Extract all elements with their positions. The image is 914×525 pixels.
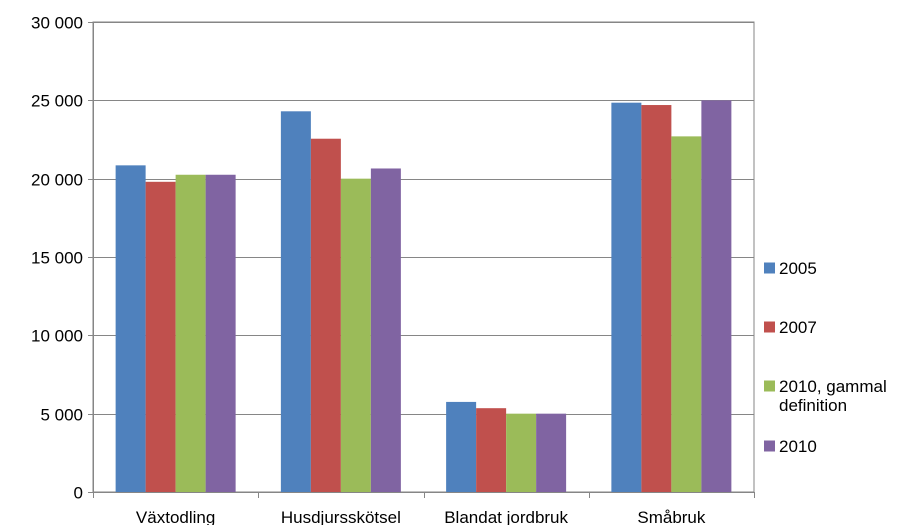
bar	[506, 413, 537, 492]
bar	[370, 168, 401, 492]
axes	[93, 22, 754, 493]
x-category-label: Husdjursskötsel	[281, 508, 401, 525]
legend-swatch	[764, 262, 775, 274]
bar	[701, 100, 732, 492]
bar	[175, 174, 206, 492]
bar	[671, 136, 702, 492]
legend-label: 2010	[779, 437, 817, 456]
y-tick-label: 30 000	[31, 14, 83, 33]
x-category-label: Växtodling	[136, 508, 215, 525]
bar	[205, 174, 236, 492]
legend-label: definition	[779, 396, 847, 415]
y-tick-label: 0	[74, 484, 83, 503]
y-axis-ticks: 0 5 000 10 000 15 000 20 000 25 000 30 000	[31, 14, 93, 503]
bar	[476, 408, 507, 492]
bar	[641, 105, 672, 493]
bar	[446, 401, 477, 492]
bars	[115, 100, 732, 493]
legend-label: 2005	[779, 259, 817, 278]
legend-swatch	[764, 321, 775, 333]
x-category-label: Blandat jordbruk	[444, 508, 568, 525]
x-category-label: Småbruk	[637, 508, 706, 525]
y-tick-label: 5 000	[40, 406, 83, 425]
legend-swatch	[764, 440, 775, 452]
bar	[310, 138, 341, 492]
bar	[115, 165, 146, 492]
bar	[611, 102, 642, 492]
bar	[340, 178, 371, 492]
bar	[280, 111, 311, 493]
legend-label: 2007	[779, 318, 817, 337]
y-tick-label: 15 000	[31, 249, 83, 268]
bar	[536, 413, 567, 492]
legend-swatch	[764, 380, 775, 392]
y-tick-label: 10 000	[31, 327, 83, 346]
legend-label: 2010, gammal	[779, 377, 887, 396]
x-axis-ticks: Växtodling Husdjursskötsel Blandat jordbru…	[93, 492, 755, 525]
y-tick-label: 25 000	[31, 92, 83, 111]
bar	[145, 181, 176, 493]
y-tick-label: 20 000	[31, 171, 83, 190]
